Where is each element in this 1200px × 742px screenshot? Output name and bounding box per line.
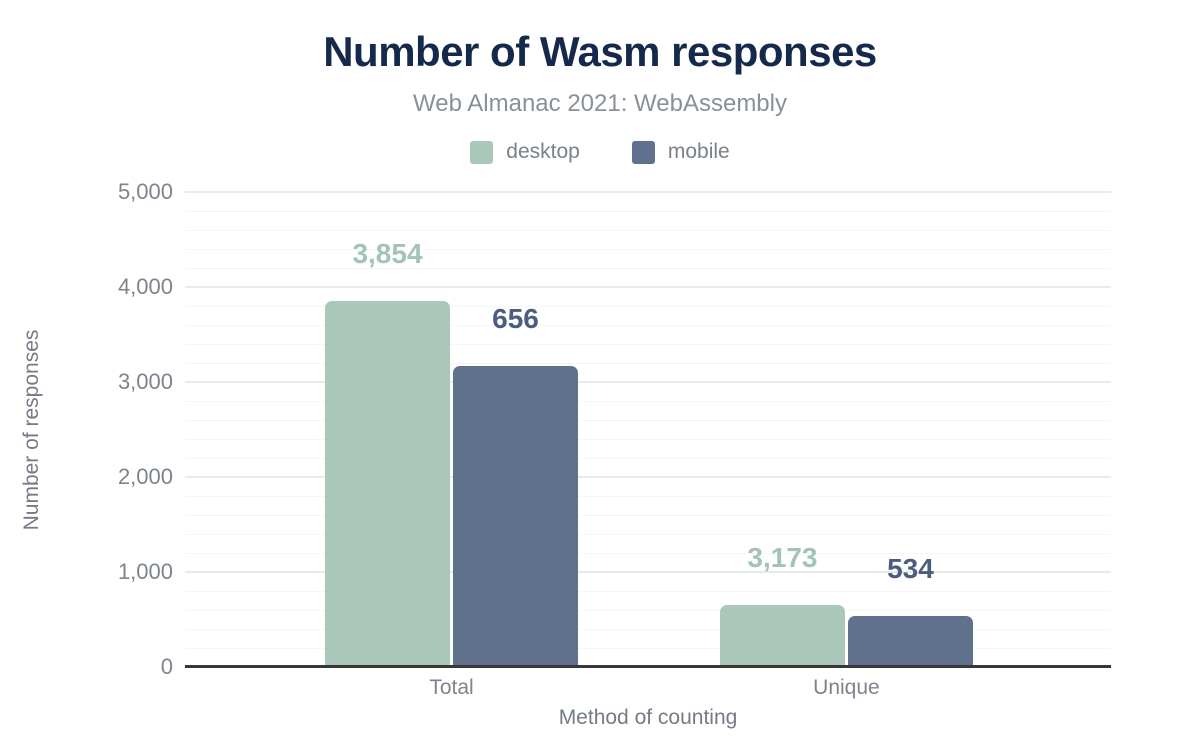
minor-gridline [185,420,1111,421]
x-axis-title: Method of counting [558,706,738,729]
bar-value-label: 534 [887,553,934,584]
minor-gridline [185,610,1111,611]
major-gridline [185,381,1111,383]
plot-area: 3,854 656 3,173 534 [185,191,1111,668]
chart-title: Number of Wasm responses [323,28,877,75]
bar-total-desktop [325,301,450,667]
major-gridline [185,191,1111,193]
y-tick-label: 2,000 [117,464,173,489]
bar-value-label: 3,854 [352,238,423,269]
chart-legend: desktop mobile [0,140,1200,164]
y-tick-label: 0 [160,654,173,679]
bar-unique-mobile [847,616,973,667]
minor-gridline [185,591,1111,592]
bar-unique-desktop [719,605,845,667]
legend-label: desktop [506,140,580,163]
minor-gridline [185,439,1111,440]
minor-gridline [185,534,1111,535]
x-axis-line [185,665,1111,668]
minor-gridline [185,458,1111,459]
y-tick-label: 3,000 [117,369,173,394]
chart-subtitle: Web Almanac 2021: WebAssembly [413,90,787,117]
minor-gridline [185,648,1111,649]
minor-gridline [185,553,1111,554]
x-tick-label-unique: Unique [813,676,880,699]
bar-value-label: 3,173 [747,542,818,573]
minor-gridline [185,211,1111,212]
x-tick-label-total: Total [429,676,474,699]
minor-gridline [185,344,1111,345]
legend-swatch-mobile [631,140,655,164]
major-gridline [185,571,1111,573]
minor-gridline [185,629,1111,630]
y-tick-label: 4,000 [117,274,173,299]
minor-gridline [185,306,1111,307]
legend-item-desktop: desktop [470,140,580,164]
minor-gridline [185,230,1111,231]
legend-item-mobile: mobile [631,140,730,164]
minor-gridline [185,401,1111,402]
minor-gridline [185,325,1111,326]
y-tick-label: 5,000 [117,179,173,204]
bar-total-mobile [453,366,578,667]
minor-gridline [185,496,1111,497]
legend-label: mobile [667,140,730,163]
major-gridline [185,286,1111,288]
legend-swatch-desktop [470,140,494,164]
y-tick-label: 1,000 [117,559,173,584]
major-gridline [185,476,1111,478]
bar-value-label: 656 [492,303,539,334]
minor-gridline [185,268,1111,269]
minor-gridline [185,363,1111,364]
minor-gridline [185,249,1111,250]
minor-gridline [185,515,1111,516]
